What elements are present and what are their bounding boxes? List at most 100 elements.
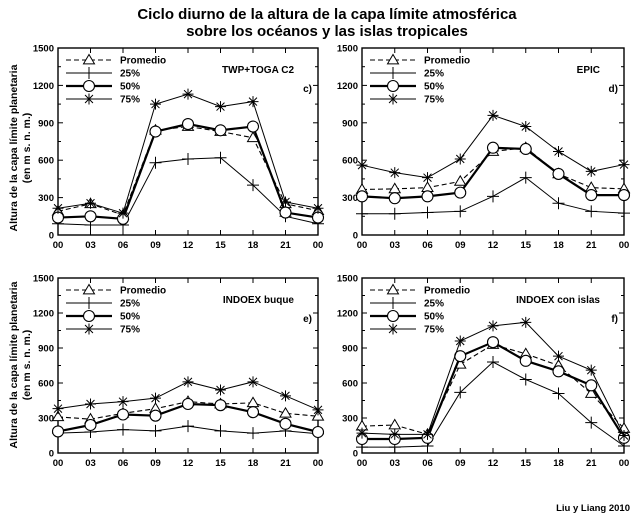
data-point-75pct — [585, 165, 597, 177]
data-point-50pct — [585, 379, 598, 392]
y-tick-label: 1500 — [33, 44, 54, 55]
x-tick-label: 00 — [619, 458, 630, 469]
x-tick-label: 15 — [520, 458, 531, 469]
x-tick-label: 18 — [553, 240, 564, 251]
data-point-25pct — [149, 156, 162, 169]
panel-letter: d) — [609, 84, 618, 95]
x-tick-label: 03 — [389, 240, 400, 251]
y-tick-label: 300 — [38, 193, 54, 204]
data-point-75pct — [85, 398, 96, 410]
x-tick-label: 03 — [85, 240, 96, 251]
x-tick-label: 12 — [183, 458, 194, 469]
data-point-50pct — [519, 142, 532, 156]
x-tick-label: 00 — [357, 240, 368, 251]
data-point-25pct — [182, 152, 194, 165]
data-point-75pct — [280, 390, 291, 402]
x-tick-label: 03 — [85, 458, 96, 469]
data-point-75pct — [585, 364, 597, 376]
y-tick-label: 1200 — [337, 81, 358, 92]
data-point-75pct — [150, 98, 161, 110]
x-tick-label: 00 — [313, 458, 324, 469]
data-point-75pct — [422, 172, 433, 184]
data-point-50pct — [519, 354, 532, 367]
data-point-75pct — [182, 88, 194, 100]
legend-marker-25pct — [83, 67, 95, 79]
data-point-75pct — [312, 404, 324, 416]
panel-label: INDOEX buque — [223, 295, 295, 306]
x-tick-label: 09 — [150, 240, 161, 251]
legend-marker-promedio — [82, 283, 96, 295]
data-point-25pct — [388, 207, 401, 220]
x-tick-label: 09 — [150, 458, 161, 469]
x-tick-label: 12 — [183, 240, 194, 251]
series-line-promedio — [361, 343, 625, 435]
data-point-75pct — [52, 202, 64, 214]
y-tick-label: 600 — [38, 156, 54, 167]
x-tick-label: 21 — [280, 240, 291, 251]
data-point-75pct — [182, 376, 194, 388]
y-tick-label: 1500 — [33, 274, 54, 285]
data-point-50pct — [116, 408, 130, 421]
legend-label-75pct: 75% — [424, 325, 444, 336]
legend-marker-75pct — [387, 93, 399, 105]
legend-marker-75pct — [83, 323, 95, 335]
y-tick-label: 900 — [342, 344, 358, 355]
y-tick-label: 0 — [49, 231, 54, 242]
data-point-50pct — [181, 117, 195, 131]
data-point-75pct — [52, 403, 64, 415]
y-tick-label: 0 — [49, 449, 54, 460]
x-tick-label: 12 — [488, 240, 499, 251]
x-tick-label: 00 — [313, 240, 324, 251]
y-tick-label: 600 — [38, 379, 54, 390]
legend-marker-promedio — [386, 53, 400, 65]
data-point-promedio — [246, 131, 260, 143]
data-point-25pct — [117, 423, 129, 436]
data-point-25pct — [487, 356, 499, 368]
chart-panel-e: 0 300 600 900 1200 1500 00 03 06 09 12 15 18 21 00 Prom… — [33, 274, 325, 469]
data-point-50pct — [421, 190, 434, 203]
data-point-50pct — [388, 192, 401, 205]
data-point-75pct — [389, 428, 401, 440]
data-point-promedio — [453, 174, 467, 186]
y-tick-label: 300 — [342, 193, 358, 204]
figure-title-line-2: sobre los océanos y las islas tropicales — [186, 23, 468, 40]
legend-marker-50pct — [386, 79, 400, 93]
data-point-75pct — [618, 159, 630, 171]
credit-text: Liu y Liang 2010 — [556, 503, 630, 514]
x-tick-label: 06 — [422, 240, 433, 251]
data-point-50pct — [311, 425, 325, 439]
x-tick-label: 00 — [357, 458, 368, 469]
y-tick-label: 1500 — [337, 274, 358, 285]
x-tick-label: 21 — [586, 240, 597, 251]
legend-label-promedio: Promedio — [120, 56, 166, 67]
y-tick-label: 1200 — [33, 81, 54, 92]
legend-marker-promedio — [82, 53, 96, 65]
data-point-75pct — [422, 428, 433, 440]
y-tick-label: 300 — [342, 414, 358, 425]
data-point-25pct — [247, 427, 259, 440]
legend-label-50pct: 50% — [424, 82, 444, 93]
series-line-promedio — [361, 147, 625, 191]
x-tick-label: 00 — [53, 240, 64, 251]
y-tick-label: 600 — [342, 379, 358, 390]
data-point-75pct — [389, 167, 401, 179]
chart-panel-d: 0 300 600 900 1200 1500 00 03 06 09 12 15 18 21 00 Prom… — [337, 44, 631, 251]
data-point-75pct — [487, 109, 499, 121]
x-tick-label: 15 — [215, 458, 226, 469]
data-point-50pct — [181, 397, 195, 411]
x-tick-label: 09 — [455, 240, 466, 251]
data-point-75pct — [85, 197, 96, 209]
data-point-25pct — [421, 206, 434, 219]
chart-panel-c: 0 300 600 900 1200 1500 00 03 06 09 12 15 18 21 00 Prom… — [33, 44, 325, 251]
legend-marker-25pct — [387, 297, 399, 309]
x-tick-label: 18 — [248, 458, 259, 469]
x-tick-label: 15 — [520, 240, 531, 251]
data-point-50pct — [84, 210, 97, 223]
legend-marker-25pct — [387, 67, 399, 79]
x-tick-label: 00 — [53, 458, 64, 469]
data-point-25pct — [519, 171, 532, 184]
x-tick-label: 06 — [118, 240, 129, 251]
data-point-25pct — [519, 373, 532, 386]
data-point-25pct — [454, 205, 467, 218]
